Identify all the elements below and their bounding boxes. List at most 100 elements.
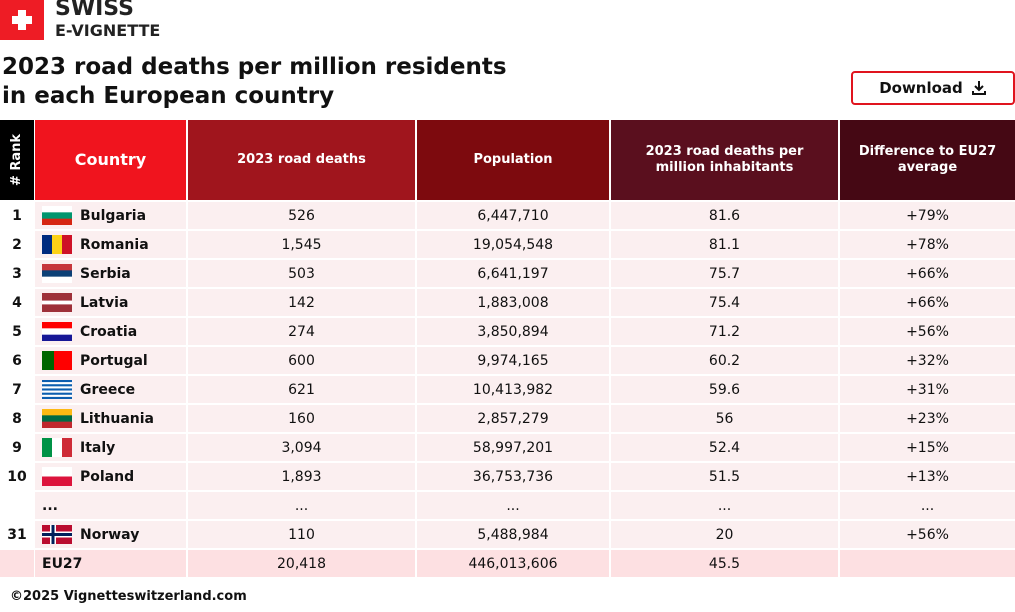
cell-text: +56% [906, 526, 949, 543]
table-cell: ... [188, 492, 415, 519]
table-cell: +13% [840, 463, 1015, 490]
cell-text: 52.4 [708, 439, 741, 456]
flag [42, 351, 72, 370]
cell-text: 2 [12, 236, 22, 253]
table-cell: 600 [188, 347, 415, 374]
cell-text: 5 [12, 323, 22, 340]
cell-text: 10,413,982 [472, 381, 554, 398]
logo [0, 0, 44, 40]
table-cell: +15% [840, 434, 1015, 461]
table-cell: 160 [188, 405, 415, 432]
cell-text: Portugal [80, 352, 148, 369]
table-cell: Romania [35, 231, 186, 258]
cell-text: ... [717, 497, 732, 514]
table-cell: 3 [0, 260, 34, 287]
table-cell [0, 550, 34, 577]
cell-text: 60.2 [708, 352, 741, 369]
cell-text: 2,857,279 [477, 410, 549, 427]
table-cell: 274 [188, 318, 415, 345]
table-cell: 142 [188, 289, 415, 316]
table-cell: Croatia [35, 318, 186, 345]
table-cell: 6,641,197 [417, 260, 609, 287]
cell-text: ... [294, 497, 309, 514]
cell-text: 75.7 [708, 265, 741, 282]
cell-text: Romania [80, 236, 149, 253]
cell-text: 274 [288, 323, 315, 340]
cell-text: +66% [906, 265, 949, 282]
brand-line: E-VIGNETTE [55, 21, 161, 40]
cell-text: 81.6 [708, 207, 741, 224]
download-label[interactable]: Download [879, 79, 963, 97]
cell-text: 20 [715, 526, 734, 543]
cell-text: +78% [906, 236, 949, 253]
table-cell: ... [35, 492, 186, 519]
cell-text: Serbia [80, 265, 131, 282]
table-cell: 52.4 [611, 434, 838, 461]
cell-text: 446,013,606 [468, 555, 558, 572]
cell-text: 142 [288, 294, 315, 311]
title: 2023 road deaths per million residents [2, 54, 507, 80]
table-cell: Serbia [35, 260, 186, 287]
table-cell: 2 [0, 231, 34, 258]
cell-text: 621 [288, 381, 315, 398]
cell-text: 19,054,548 [472, 236, 554, 253]
table-cell: Norway [35, 521, 186, 548]
table-cell: 8 [0, 405, 34, 432]
cell-text: +66% [906, 294, 949, 311]
cell-text: 58,997,201 [472, 439, 554, 456]
cell-text: 526 [288, 207, 315, 224]
table-cell [0, 492, 34, 519]
table-cell: 36,753,736 [417, 463, 609, 490]
cell-text: 51.5 [708, 468, 741, 485]
cell-text: +79% [906, 207, 949, 224]
table-cell: 60.2 [611, 347, 838, 374]
flag [42, 525, 72, 544]
table-cell: +56% [840, 318, 1015, 345]
cell-text: 160 [288, 410, 315, 427]
table-cell: 1,883,008 [417, 289, 609, 316]
table-cell: 75.7 [611, 260, 838, 287]
flag [42, 467, 72, 486]
cell-text: 8 [12, 410, 22, 427]
table-cell: +66% [840, 289, 1015, 316]
cell-text: +31% [906, 381, 949, 398]
table-cell: Poland [35, 463, 186, 490]
table-cell: 59.6 [611, 376, 838, 403]
title: in each European country [2, 83, 335, 109]
table-cell: 56 [611, 405, 838, 432]
cell-text: Norway [80, 526, 140, 543]
header-label: Population [473, 152, 553, 167]
table-cell: 10,413,982 [417, 376, 609, 403]
table-cell: +78% [840, 231, 1015, 258]
cell-text: +56% [906, 323, 949, 340]
header-cell: Country [35, 120, 186, 200]
cell-text: 3,094 [281, 439, 322, 456]
table-cell: 446,013,606 [417, 550, 609, 577]
table-cell: 19,054,548 [417, 231, 609, 258]
table-cell: 1,545 [188, 231, 415, 258]
table-cell: 20 [611, 521, 838, 548]
cell-text: Lithuania [80, 410, 155, 427]
footer: ©2025 Vignetteswitzerland.com [10, 589, 247, 604]
cell-text: 6,447,710 [477, 207, 549, 224]
header-cell: Difference to EU27 average [840, 120, 1015, 200]
cell-text: 31 [7, 526, 27, 543]
table-cell: 58,997,201 [417, 434, 609, 461]
cell-text: ... [506, 497, 520, 514]
download-button[interactable]: Download [851, 71, 1015, 105]
cell-text: 20,418 [277, 555, 326, 572]
cell-text: 1,893 [281, 468, 322, 485]
table-cell: +66% [840, 260, 1015, 287]
table-cell: 3,094 [188, 434, 415, 461]
table-cell: 81.6 [611, 202, 838, 229]
cell-text: 503 [288, 265, 315, 282]
cell-text: 6 [12, 352, 22, 369]
flag [42, 380, 72, 399]
cell-text: +23% [906, 410, 949, 427]
table-cell: Greece [35, 376, 186, 403]
table-cell: 1 [0, 202, 34, 229]
cell-text: +32% [906, 352, 949, 369]
cell-text: EU27 [42, 555, 83, 572]
cell-text: 3 [12, 265, 22, 282]
cell-text: ... [920, 497, 935, 514]
